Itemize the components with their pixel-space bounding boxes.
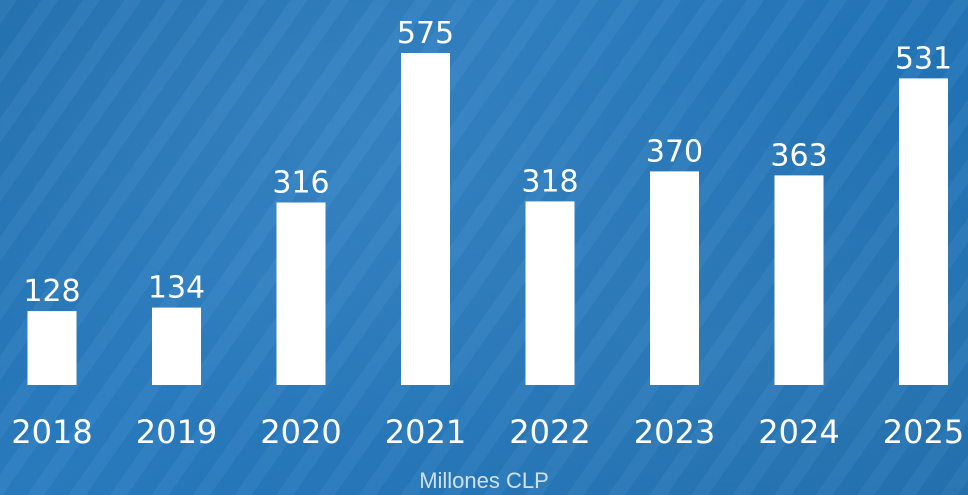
- value-label-2025: 531: [895, 41, 952, 76]
- value-labels-group: 128 134 316 575 318 370 363 531: [23, 16, 952, 309]
- bar-2022: [525, 201, 575, 385]
- x-axis-unit-label: Millones CLP: [419, 468, 549, 493]
- x-tick-label-2018: 2018: [11, 413, 92, 451]
- x-tick-label-2021: 2021: [385, 413, 466, 451]
- x-tick-label-2024: 2024: [758, 413, 839, 451]
- value-label-2024: 363: [770, 138, 827, 173]
- value-label-2022: 318: [521, 164, 578, 199]
- x-tick-label-2022: 2022: [509, 413, 590, 451]
- bars-group: [27, 53, 948, 386]
- x-tick-label-2023: 2023: [634, 413, 715, 451]
- bar-2021: [401, 53, 450, 385]
- x-tick-label-2019: 2019: [136, 413, 217, 451]
- x-tick-label-2020: 2020: [260, 413, 341, 451]
- x-tick-labels-group: 2018 2019 2020 2021 2022 2023 2024 2025: [11, 413, 964, 451]
- bar-2023: [650, 171, 699, 385]
- value-label-2018: 128: [23, 274, 80, 309]
- value-label-2021: 575: [397, 16, 454, 51]
- value-label-2023: 370: [646, 134, 703, 169]
- bar-2020: [276, 202, 326, 385]
- bar-2025: [899, 78, 948, 386]
- bar-2024: [774, 175, 824, 385]
- bar-2018: [27, 311, 77, 385]
- value-label-2019: 134: [148, 271, 205, 306]
- value-label-2020: 316: [272, 166, 329, 201]
- bar-2019: [152, 307, 201, 385]
- x-tick-label-2025: 2025: [883, 413, 964, 451]
